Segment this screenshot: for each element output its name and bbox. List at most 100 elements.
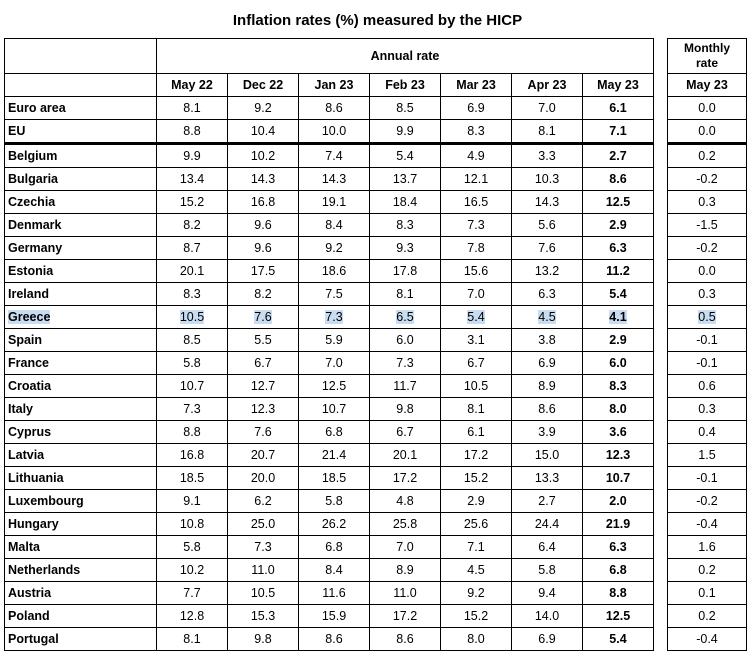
monthly-row: 0.2	[667, 558, 747, 582]
monthly-value-cell: 0.4	[667, 420, 747, 444]
value-text: 7.0	[467, 287, 485, 301]
monthly-value-text: 0.6	[698, 379, 716, 393]
value-text: 9.8	[254, 632, 272, 646]
monthly-value-cell: 0.3	[667, 397, 747, 421]
value-cell: 8.1	[369, 282, 441, 306]
table-row: Netherlands 10.2 11.0 8.4 8.9 4.5 5.8 6.8	[4, 558, 654, 582]
value-cell: 7.5	[298, 282, 370, 306]
value-cell: 5.8	[511, 558, 583, 582]
value-cell: 5.8	[156, 351, 228, 375]
value-text: 7.7	[183, 586, 201, 600]
value-text: 6.9	[467, 101, 485, 115]
value-cell: 9.2	[440, 581, 512, 605]
value-text: 8.5	[396, 101, 414, 115]
column-header: Apr 23	[511, 73, 583, 97]
value-text: 18.5	[321, 471, 347, 485]
value-cell: 10.3	[511, 167, 583, 191]
value-cell: 10.2	[227, 143, 299, 168]
corner-cell	[4, 38, 157, 74]
value-text: 11.0	[251, 563, 275, 577]
value-text: 8.1	[183, 632, 201, 646]
value-cell: 7.6	[227, 420, 299, 444]
value-cell: 8.8	[582, 581, 654, 605]
value-cell: 6.7	[227, 351, 299, 375]
value-cell: 2.9	[582, 328, 654, 352]
value-cell: 10.5	[440, 374, 512, 398]
monthly-value-cell: 1.5	[667, 443, 747, 467]
value-cell: 8.3	[440, 119, 512, 145]
value-cell: 6.9	[511, 351, 583, 375]
value-text: 3.9	[538, 425, 556, 439]
value-text: 18.5	[179, 471, 205, 485]
country-cell: Italy	[4, 397, 157, 421]
monthly-value-text: 0.0	[698, 124, 716, 138]
value-cell: 7.3	[369, 351, 441, 375]
country-cell: Estonia	[4, 259, 157, 283]
country-name: EU	[8, 124, 26, 138]
value-cell: 8.9	[369, 558, 441, 582]
value-text: 8.8	[609, 586, 627, 600]
monthly-value-cell: -0.1	[667, 328, 747, 352]
value-cell: 7.6	[511, 236, 583, 260]
value-text: 5.8	[538, 563, 556, 577]
value-cell: 13.7	[369, 167, 441, 191]
table-row: Malta 5.8 7.3 6.8 7.0 7.1 6.4 6.3	[4, 535, 654, 559]
monthly-row: -0.2	[667, 236, 747, 260]
value-text: 8.3	[467, 124, 485, 138]
value-cell: 2.9	[582, 213, 654, 237]
value-text: 8.0	[467, 632, 485, 646]
column-header: Mar 23	[440, 73, 512, 97]
country-cell: Czechia	[4, 190, 157, 214]
value-cell: 4.5	[511, 305, 583, 329]
value-cell: 10.2	[156, 558, 228, 582]
value-cell: 6.3	[582, 535, 654, 559]
monthly-value-text: -0.4	[696, 517, 718, 531]
value-text: 8.7	[183, 241, 201, 255]
monthly-value-text: 0.3	[698, 195, 716, 209]
table-row: EU 8.8 10.4 10.0 9.9 8.3 8.1 7.1	[4, 119, 654, 145]
value-cell: 7.7	[156, 581, 228, 605]
country-name: Germany	[8, 241, 63, 255]
value-text: 7.6	[254, 425, 272, 439]
value-text: 5.8	[325, 494, 343, 508]
value-cell: 5.4	[369, 143, 441, 168]
value-cell: 9.1	[156, 489, 228, 513]
value-text: 20.7	[250, 448, 276, 462]
column-header: Dec 22	[227, 73, 299, 97]
value-text: 4.8	[396, 494, 414, 508]
value-cell: 14.3	[227, 167, 299, 191]
value-text: 8.9	[538, 379, 556, 393]
value-cell: 17.8	[369, 259, 441, 283]
value-text: 3.3	[538, 149, 556, 163]
monthly-value-text: -0.1	[696, 471, 718, 485]
value-cell: 8.6	[298, 96, 370, 120]
value-text: 11.2	[606, 264, 630, 278]
value-text: 8.8	[183, 124, 201, 138]
value-cell: 8.3	[156, 282, 228, 306]
value-text: 4.9	[467, 149, 485, 163]
value-text: 9.2	[254, 101, 272, 115]
value-text: 7.8	[467, 241, 485, 255]
value-text: 10.2	[250, 149, 276, 163]
country-name: Lithuania	[8, 471, 64, 485]
value-text: 7.4	[325, 149, 343, 163]
value-cell: 13.4	[156, 167, 228, 191]
country-name: Hungary	[8, 517, 59, 531]
value-text: 15.9	[321, 609, 347, 623]
value-cell: 8.8	[156, 420, 228, 444]
value-cell: 18.5	[298, 466, 370, 490]
value-cell: 3.9	[511, 420, 583, 444]
value-text: 5.9	[325, 333, 343, 347]
value-cell: 21.4	[298, 443, 370, 467]
table-row: Spain 8.5 5.5 5.9 6.0 3.1 3.8 2.9	[4, 328, 654, 352]
annual-rate-table: Annual rate May 22 Dec 22 Jan 23 Feb 23 Mar …	[4, 38, 654, 651]
monthly-value-cell: 0.5	[667, 305, 747, 329]
country-cell: France	[4, 351, 157, 375]
value-text: 5.4	[467, 310, 485, 324]
monthly-value-text: 1.5	[698, 448, 716, 462]
annual-rate-header: Annual rate	[156, 38, 654, 74]
value-text: 25.0	[250, 517, 276, 531]
value-text: 6.8	[609, 563, 627, 577]
value-text: 9.8	[396, 402, 414, 416]
country-header-cell	[4, 73, 157, 97]
